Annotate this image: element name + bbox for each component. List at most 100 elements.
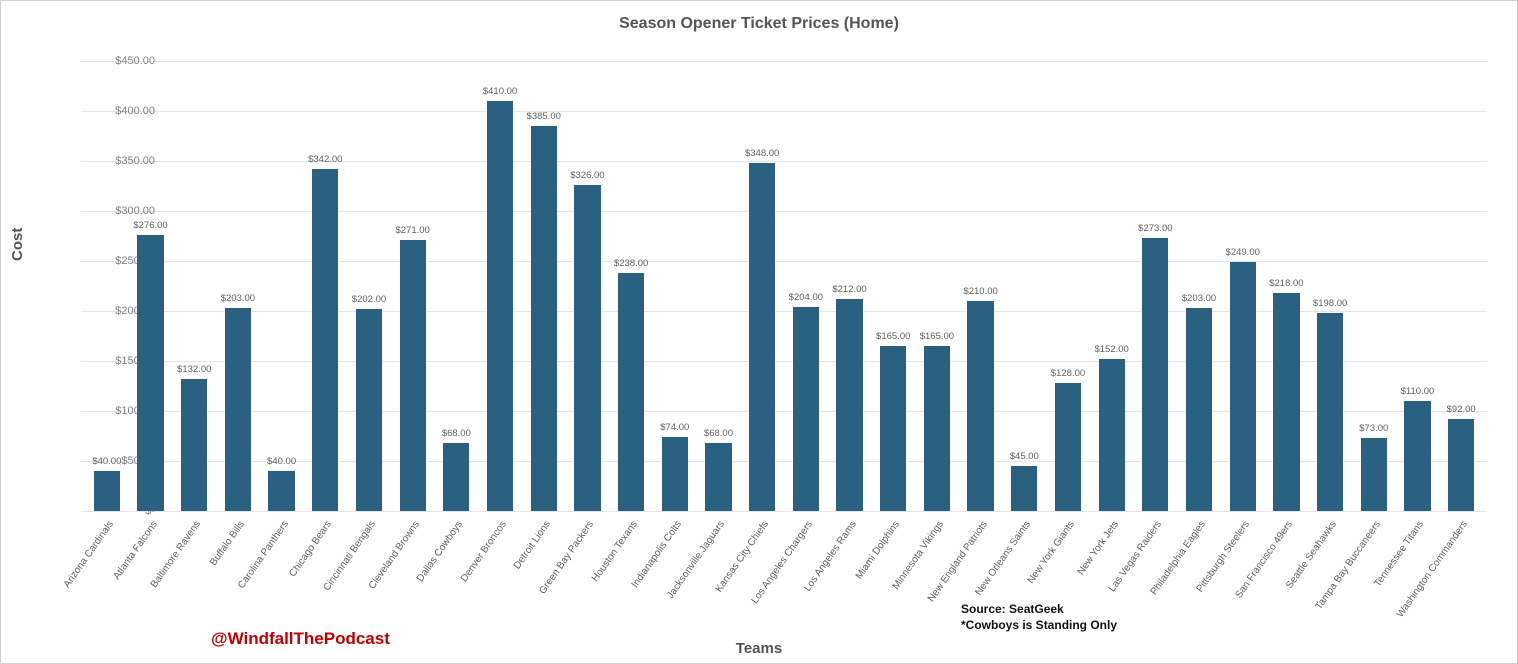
bar [1099,359,1125,511]
bar [1317,313,1343,511]
bar [487,101,513,511]
bar-value-label: $92.00 [1447,404,1476,415]
bar [1404,401,1430,511]
source-line: Source: SeatGeek [961,601,1117,617]
bar-value-label: $128.00 [1051,368,1085,379]
bar-slot: $132.00 [172,61,216,511]
bar-value-label: $410.00 [483,86,517,97]
bar-slot: $249.00 [1221,61,1265,511]
bar-value-label: $203.00 [1182,293,1216,304]
bar-slot: $68.00 [697,61,741,511]
bar-slot: $210.00 [959,61,1003,511]
bar-value-label: $68.00 [704,428,733,439]
bar-slot: $326.00 [566,61,610,511]
bar-value-label: $165.00 [876,331,910,342]
bar [531,126,557,511]
bar [836,299,862,511]
bar [574,185,600,511]
bar-value-label: $198.00 [1313,298,1347,309]
bar-slot: $40.00 [85,61,129,511]
chart-container: Season Opener Ticket Prices (Home) Cost … [0,0,1518,664]
bar-slot: $204.00 [784,61,828,511]
bar-value-label: $73.00 [1359,423,1388,434]
bar-slot: $385.00 [522,61,566,511]
bar [137,235,163,511]
attribution-handle: @WindfallThePodcast [211,629,390,649]
bar-slot: $165.00 [871,61,915,511]
bar [1142,238,1168,511]
bar-slot: $68.00 [435,61,479,511]
bar [1011,466,1037,511]
bar-value-label: $271.00 [395,225,429,236]
bar [618,273,644,511]
bar [94,471,120,511]
bar-slot: $45.00 [1002,61,1046,511]
bar-slot: $165.00 [915,61,959,511]
x-axis-title: Teams [736,640,782,657]
bars-area: $40.00 $276.00 $132.00 $203.00 $40.00 $342.00… [81,61,1487,511]
bar [1055,383,1081,511]
x-tick-label: Arizona Cardinals [62,519,116,590]
bar-slot: $218.00 [1265,61,1309,511]
bar-value-label: $40.00 [92,456,121,467]
bar [400,240,426,511]
bar [705,443,731,511]
bar-value-label: $204.00 [789,292,823,303]
bar-value-label: $110.00 [1401,386,1435,397]
bar-value-label: $132.00 [177,364,211,375]
bar-value-label: $238.00 [614,258,648,269]
x-axis-labels: Arizona CardinalsAtlanta FalconsBaltimor… [81,513,1487,633]
bar-value-label: $212.00 [832,284,866,295]
bar-slot: $342.00 [303,61,347,511]
bar-value-label: $385.00 [527,111,561,122]
bar-slot: $203.00 [1177,61,1221,511]
bar-slot: $74.00 [653,61,697,511]
bar-slot: $212.00 [828,61,872,511]
bar-slot: $110.00 [1396,61,1440,511]
bar-slot: $273.00 [1134,61,1178,511]
bar-slot: $203.00 [216,61,260,511]
x-label-slot: Washington Commanders [1439,513,1483,633]
bar-value-label: $68.00 [442,428,471,439]
bar [1361,438,1387,511]
source-footnote: *Cowboys is Standing Only [961,617,1117,633]
bar [880,346,906,511]
bar-value-label: $273.00 [1138,223,1172,234]
bar-value-label: $152.00 [1094,344,1128,355]
bar [1186,308,1212,511]
bar [181,379,207,511]
bar [268,471,294,511]
bar [967,301,993,511]
bar-slot: $348.00 [740,61,784,511]
bar-value-label: $74.00 [660,422,689,433]
plot-area: $-$50.00$100.00$150.00$200.00$250.00$300… [81,61,1487,511]
bar [1273,293,1299,511]
bar [356,309,382,511]
bar-slot: $152.00 [1090,61,1134,511]
bar-slot: $410.00 [478,61,522,511]
bar-value-label: $218.00 [1269,278,1303,289]
source-note: Source: SeatGeek *Cowboys is Standing On… [961,601,1117,633]
bar-slot: $271.00 [391,61,435,511]
bar [443,443,469,511]
bar-value-label: $203.00 [221,293,255,304]
bar-value-label: $40.00 [267,456,296,467]
bar-value-label: $202.00 [352,294,386,305]
bar [225,308,251,511]
y-axis-title: Cost [9,228,26,261]
gridline [81,511,1487,512]
bar [793,307,819,511]
x-label-slot: Baltimore Ravens [172,513,216,633]
bar-slot: $238.00 [609,61,653,511]
bar-value-label: $276.00 [133,220,167,231]
bar-value-label: $45.00 [1010,451,1039,462]
bar-slot: $276.00 [129,61,173,511]
bar-value-label: $348.00 [745,148,779,159]
bar [924,346,950,511]
bar-slot: $40.00 [260,61,304,511]
bar-slot: $73.00 [1352,61,1396,511]
bar [662,437,688,511]
bar-value-label: $249.00 [1226,247,1260,258]
x-label-slot: Denver Broncos [478,513,522,633]
bar-slot: $202.00 [347,61,391,511]
